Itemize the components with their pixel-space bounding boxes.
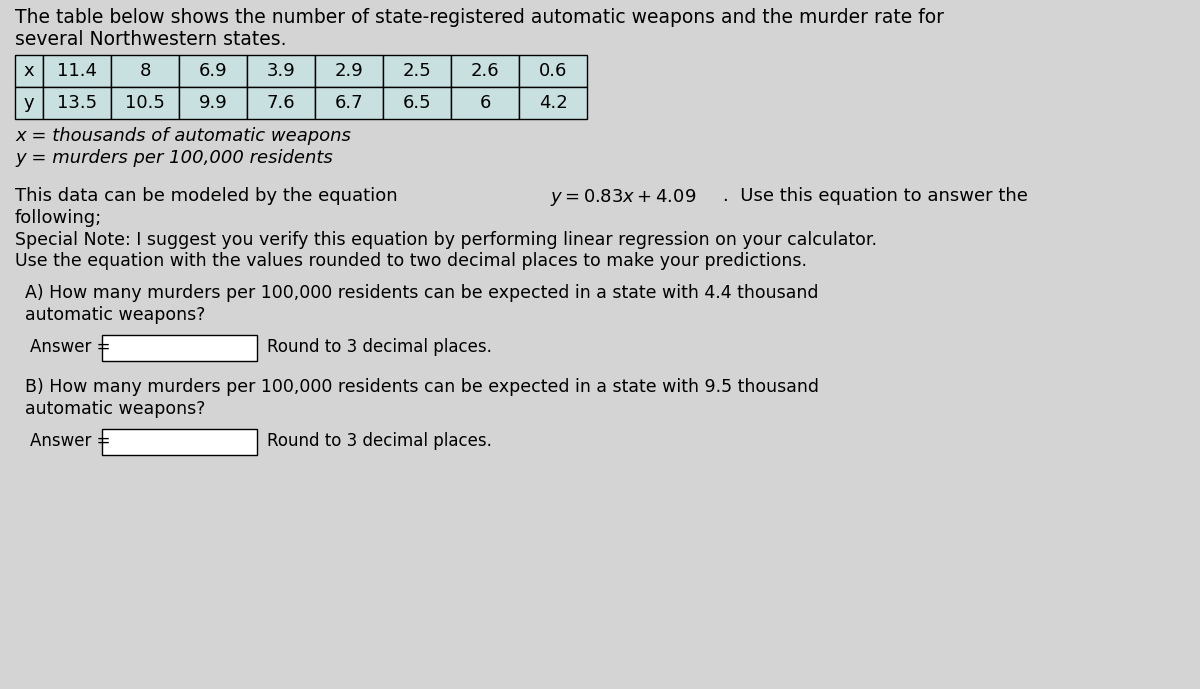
Text: 7.6: 7.6 [266, 94, 295, 112]
Text: automatic weapons?: automatic weapons? [25, 306, 205, 324]
Text: $y = 0.83x + 4.09$: $y = 0.83x + 4.09$ [550, 187, 696, 208]
Text: following;: following; [14, 209, 102, 227]
Text: automatic weapons?: automatic weapons? [25, 400, 205, 418]
Text: 3.9: 3.9 [266, 62, 295, 80]
Bar [383, 87, 451, 119]
Text: y = murders per 100,000 residents: y = murders per 100,000 residents [14, 149, 332, 167]
Bar [102, 335, 257, 361]
Text: Special Note: I suggest you verify this equation by performing linear regression: Special Note: I suggest you verify this … [14, 231, 877, 249]
Bar [383, 55, 451, 87]
Text: 6.5: 6.5 [403, 94, 431, 112]
Text: 2.5: 2.5 [403, 62, 431, 80]
Text: The table below shows the number of state-registered automatic weapons and the m: The table below shows the number of stat… [14, 8, 944, 27]
Text: x: x [24, 62, 35, 80]
Text: y: y [24, 94, 35, 112]
Bar [520, 55, 587, 87]
Text: .  Use this equation to answer the: . Use this equation to answer the [722, 187, 1027, 205]
Text: 0.6: 0.6 [539, 62, 568, 80]
Bar [14, 55, 43, 87]
Bar [520, 87, 587, 119]
Text: x = thousands of automatic weapons: x = thousands of automatic weapons [14, 127, 350, 145]
Bar [112, 55, 179, 87]
Bar [102, 429, 257, 455]
Text: 10.5: 10.5 [125, 94, 164, 112]
Bar [14, 87, 43, 119]
Text: This data can be modeled by the equation: This data can be modeled by the equation [14, 187, 403, 205]
Text: 6: 6 [479, 94, 491, 112]
Bar [179, 55, 247, 87]
Bar [43, 55, 112, 87]
Bar [451, 87, 520, 119]
Bar [314, 55, 383, 87]
Text: 4.2: 4.2 [539, 94, 568, 112]
Text: Answer =: Answer = [30, 338, 115, 356]
Bar [247, 55, 314, 87]
Bar [247, 87, 314, 119]
Text: A) How many murders per 100,000 residents can be expected in a state with 4.4 th: A) How many murders per 100,000 resident… [25, 284, 818, 302]
Text: 11.4: 11.4 [58, 62, 97, 80]
Text: 9.9: 9.9 [199, 94, 227, 112]
Bar [179, 87, 247, 119]
Text: 13.5: 13.5 [56, 94, 97, 112]
Text: Use the equation with the values rounded to two decimal places to make your pred: Use the equation with the values rounded… [14, 252, 808, 270]
Bar [314, 87, 383, 119]
Bar [451, 55, 520, 87]
Text: several Northwestern states.: several Northwestern states. [14, 30, 287, 49]
Bar [43, 87, 112, 119]
Text: Answer =: Answer = [30, 432, 115, 450]
Text: Round to 3 decimal places.: Round to 3 decimal places. [266, 432, 492, 450]
Text: 2.9: 2.9 [335, 62, 364, 80]
Text: 6.9: 6.9 [199, 62, 227, 80]
Text: Round to 3 decimal places.: Round to 3 decimal places. [266, 338, 492, 356]
Text: 2.6: 2.6 [470, 62, 499, 80]
Text: 6.7: 6.7 [335, 94, 364, 112]
Bar [112, 87, 179, 119]
Text: 8: 8 [139, 62, 151, 80]
Text: B) How many murders per 100,000 residents can be expected in a state with 9.5 th: B) How many murders per 100,000 resident… [25, 378, 818, 396]
